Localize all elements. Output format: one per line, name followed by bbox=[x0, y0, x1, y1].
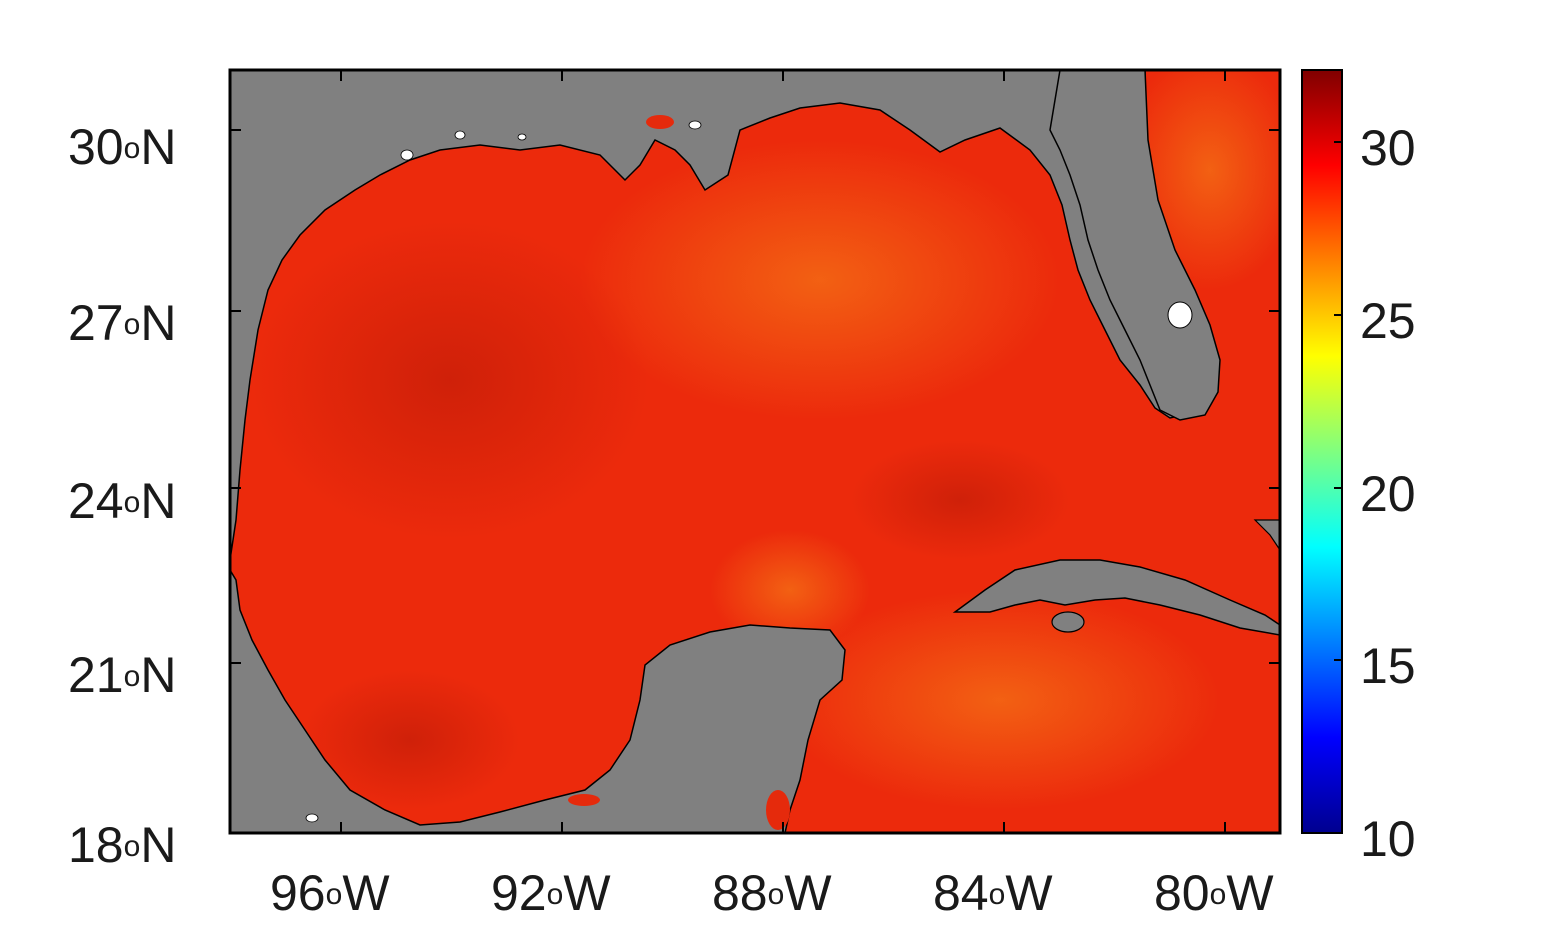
dark-region-west bbox=[250, 220, 650, 540]
map-plot-area bbox=[230, 70, 1280, 833]
lake-texas bbox=[400, 149, 414, 161]
dark-region-east bbox=[850, 440, 1070, 560]
bay-mobile bbox=[646, 115, 674, 129]
land-florida bbox=[1049, 70, 1221, 421]
lake-louisiana bbox=[454, 130, 466, 140]
lake-louisiana-2 bbox=[517, 133, 527, 141]
lat-label-18N: 18oN bbox=[68, 817, 177, 873]
lat-label-30N: 30oN bbox=[68, 119, 177, 175]
land-bahamas bbox=[1253, 519, 1280, 552]
lat-label-24N: 24oN bbox=[68, 473, 177, 529]
lon-label-80W: 80oW bbox=[1154, 865, 1274, 921]
colorbar-ticks bbox=[1334, 141, 1342, 834]
land-mexico bbox=[230, 568, 846, 833]
lake-mexico bbox=[305, 813, 319, 823]
lake-pontchartrain bbox=[688, 120, 702, 130]
land-cuba bbox=[952, 559, 1280, 636]
warm-region-yucatan bbox=[710, 530, 870, 650]
lon-label-96W: 96oW bbox=[270, 865, 390, 921]
lake-okeechobee bbox=[1167, 301, 1193, 329]
lon-label-84W: 84oW bbox=[933, 865, 1053, 921]
colorbar-frame bbox=[1301, 69, 1343, 834]
colorbar-label-15: 15 bbox=[1360, 638, 1416, 694]
lat-label-27N: 27oN bbox=[68, 295, 177, 351]
warm-region-north bbox=[580, 140, 1060, 420]
colorbar-label-20: 20 bbox=[1360, 466, 1416, 522]
colorbar-label-30: 30 bbox=[1360, 120, 1416, 176]
bay-tabasco bbox=[568, 794, 600, 806]
map-frame bbox=[228, 68, 1282, 835]
colorbar-label-25: 25 bbox=[1360, 293, 1416, 349]
colorbar-label-10: 10 bbox=[1360, 811, 1416, 867]
land-isla-juventud bbox=[1051, 611, 1085, 633]
dark-region-bay-campeche bbox=[300, 670, 520, 810]
lat-label-21N: 21oN bbox=[68, 647, 177, 703]
lon-label-88W: 88oW bbox=[712, 865, 832, 921]
map-tick-marks bbox=[230, 70, 1280, 833]
warm-region-caribbean bbox=[780, 590, 1220, 810]
bay-yucatan bbox=[766, 790, 790, 830]
lon-label-92W: 92oW bbox=[491, 865, 611, 921]
colorbar bbox=[1302, 70, 1342, 833]
